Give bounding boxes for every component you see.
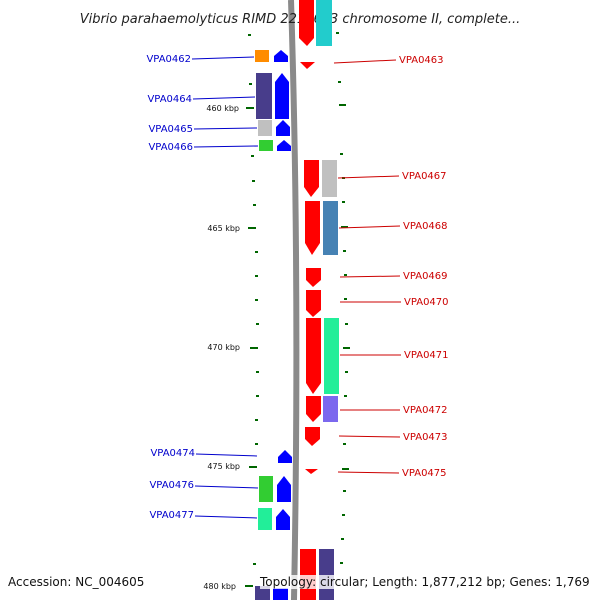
gene-label-vpa0465[interactable]: VPA0465 [148,124,193,135]
gene-label-vpa0476[interactable]: VPA0476 [149,480,194,491]
tick-marks [245,32,350,587]
gene-arrow-vpa0465[interactable] [276,120,290,136]
scale-label-460: 460 kbp [206,104,239,113]
scale-label-465: 465 kbp [207,224,240,233]
scale-label-470: 470 kbp [207,343,240,352]
gene-label-vpa0464[interactable]: VPA0464 [147,94,192,105]
gene-label-vpa0462[interactable]: VPA0462 [146,54,191,65]
gene-label-vpa0467[interactable]: VPA0467 [402,171,447,182]
gene-arrow-vpa0474[interactable] [278,450,292,463]
gene-arrow-vpa0473[interactable] [305,427,320,446]
forward-strand-genes [273,50,292,600]
gene-arrow-vpa0470[interactable] [306,290,321,317]
gene-arrow-vpa0463b[interactable] [300,62,315,69]
accession-label: Accession: NC_004605 [8,575,145,589]
forward-cog-boxes [255,50,273,600]
chromosome-backbone [288,0,300,600]
gene-arrow-vpa0475[interactable] [305,469,318,474]
gene-arrow-vpa0472[interactable] [306,396,321,422]
gene-arrow-vpa0477[interactable] [276,509,290,530]
gene-arrow-vpa0469[interactable] [306,268,321,287]
gene-label-vpa0473[interactable]: VPA0473 [403,432,448,443]
scale-label-475: 475 kbp [207,462,240,471]
right-leader-lines [333,59,401,474]
gene-arrow-vpa0466[interactable] [277,140,291,151]
gene-label-vpa0474[interactable]: VPA0474 [150,448,195,459]
gene-label-vpa0466[interactable]: VPA0466 [148,142,193,153]
topology-label: Topology: circular; Length: 1,877,212 bp… [260,575,590,589]
gene-arrow-bottom-left[interactable] [273,588,288,600]
gene-label-vpa0468[interactable]: VPA0468 [403,221,448,232]
left-leader-lines [191,56,259,519]
gene-arrow-vpa0471[interactable] [306,318,321,394]
gene-label-vpa0477[interactable]: VPA0477 [149,510,194,521]
gene-label-vpa0471[interactable]: VPA0471 [404,350,449,361]
gene-label-vpa0470[interactable]: VPA0470 [404,297,449,308]
gene-label-vpa0463[interactable]: VPA0463 [399,55,444,66]
gene-label-vpa0475[interactable]: VPA0475 [402,468,447,479]
gene-arrow-vpa0462[interactable] [274,50,288,62]
scale-label-480: 480 kbp [203,582,236,591]
gene-arrow-vpa0476[interactable] [277,476,291,502]
gene-arrow-vpa0468[interactable] [305,201,320,255]
gene-arrow-vpa0463a[interactable] [299,0,314,46]
gene-arrow-vpa0467[interactable] [304,160,319,197]
gene-label-vpa0469[interactable]: VPA0469 [403,271,448,282]
gene-arrow-vpa0464[interactable] [275,73,289,119]
reverse-strand-genes [299,0,321,600]
gene-label-vpa0472[interactable]: VPA0472 [403,405,448,416]
